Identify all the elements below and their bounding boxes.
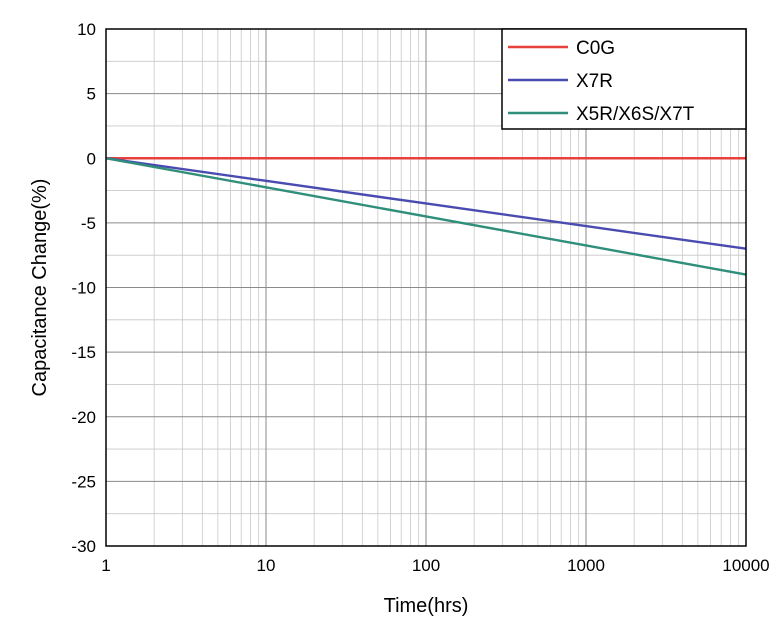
plot-frame	[105, 28, 747, 547]
y-tick-labels: 10 5 0 -5 -10 -15 -20 -25 -30	[71, 20, 96, 556]
x-axis-label: Time(hrs)	[384, 595, 469, 617]
legend-label-1: X7R	[576, 71, 613, 92]
legend-items: C0G X7R X5R/X6S/X7T	[508, 38, 695, 125]
y-tick-label: -10	[71, 279, 96, 298]
x-tick-label: 10	[257, 556, 276, 575]
x-tick-labels: 1 10 100 1000 10000	[101, 556, 769, 575]
legend-label-2: X5R/X6S/X7T	[576, 104, 695, 125]
x-tick-label: 1	[101, 556, 110, 575]
y-tick-label: 0	[87, 149, 96, 168]
y-tick-label: -20	[71, 408, 96, 427]
y-tick-label: -25	[71, 472, 96, 491]
x-tick-label: 1000	[567, 556, 605, 575]
y-tick-label: 10	[77, 20, 96, 39]
y-tick-label: -30	[71, 537, 96, 556]
x-tick-label: 10000	[722, 556, 769, 575]
y-tick-label: -15	[71, 343, 96, 362]
series-line-1	[105, 157, 747, 250]
y-tick-label: -5	[81, 214, 96, 233]
x-tick-label: 100	[412, 556, 440, 575]
legend-label-0: C0G	[576, 38, 615, 59]
series-line-2	[105, 157, 747, 276]
legend: C0G X7R X5R/X6S/X7T	[501, 28, 747, 130]
y-tick-label: 5	[87, 85, 96, 104]
series-layer	[105, 157, 747, 276]
y-axis-label: Capacitance Change(%)	[29, 179, 51, 397]
